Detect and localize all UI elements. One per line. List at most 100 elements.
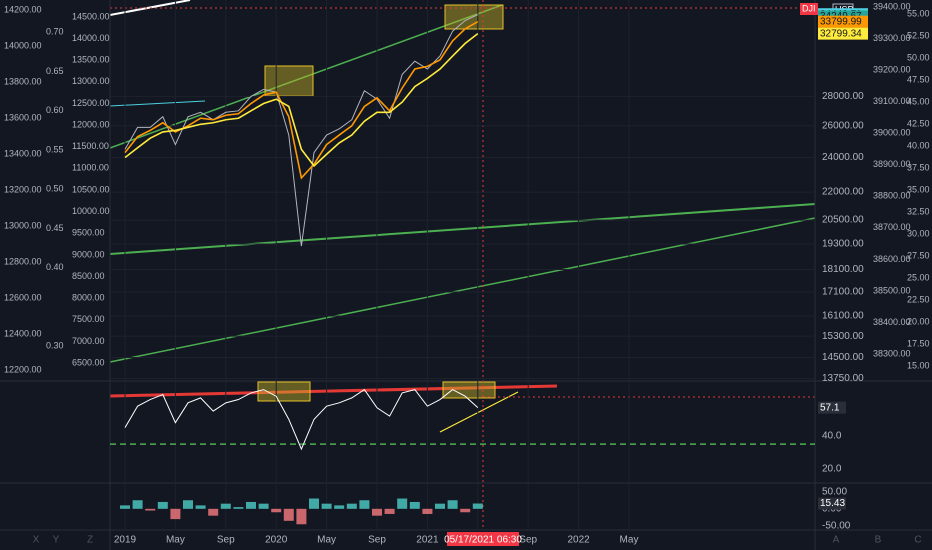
axis-button[interactable]: B (875, 535, 882, 546)
symbol-tag: DJI (802, 3, 816, 13)
bar (220, 503, 231, 509)
x-tick-label: Sep (368, 535, 386, 546)
y-tick-label: 16100.00 (822, 311, 864, 322)
trend-line (109, 384, 558, 398)
side-axis-label: 45.00 (907, 96, 930, 106)
side-axis-label: 39100.00 (873, 96, 911, 106)
x-tick-label: May (620, 535, 639, 546)
side-axis-label: 42.50 (907, 118, 930, 128)
last-value-tag-bg (818, 401, 846, 414)
side-axis-label: 11000.00 (72, 163, 109, 173)
axis-button[interactable]: Y (53, 535, 60, 546)
series-line (124, 14, 479, 247)
price-tag-bg (818, 27, 868, 40)
crosshair-date: 05/17/2021 06:30 (444, 535, 522, 546)
side-axis-label: 13000.00 (72, 76, 110, 86)
x-tick-label: 2019 (114, 535, 137, 546)
side-axis-label: 9000.00 (72, 249, 105, 259)
bar (157, 501, 168, 509)
side-axis-label: 38400.00 (873, 317, 911, 327)
side-axis-label: 12600.00 (4, 292, 42, 302)
x-tick-label: 2022 (567, 535, 590, 546)
x-tick-label: May (317, 535, 336, 546)
side-axis-label: 0.45 (46, 223, 64, 233)
side-axis-label: 38800.00 (873, 191, 911, 201)
axis-button[interactable]: X (33, 535, 40, 546)
axis-button[interactable]: A (833, 535, 840, 546)
bar (384, 508, 395, 514)
side-axis-label: 0.55 (46, 144, 64, 154)
bar (120, 505, 130, 509)
bar (409, 501, 420, 509)
highlight-box (442, 381, 496, 399)
side-axis-label: 14200.00 (4, 4, 42, 14)
annotations (109, 0, 816, 530)
bar (334, 505, 345, 509)
bar (397, 498, 408, 509)
side-axis-label: 32.50 (907, 206, 930, 216)
price-tag: 33799.99 (820, 16, 862, 27)
y-tick-label: 20500.00 (822, 215, 864, 226)
y-tick-label: 20.0 (822, 464, 842, 475)
axis-button[interactable]: C (914, 535, 921, 546)
symbol-bg (800, 3, 818, 15)
axis-button[interactable]: Z (87, 535, 93, 546)
side-axis-label: 40.00 (907, 140, 930, 150)
last-value-tag: 15.43 (820, 498, 845, 509)
side-axis-label: 0.70 (46, 27, 64, 37)
side-axis-label: 13600.00 (4, 112, 42, 122)
y-tick-label: 24000.00 (822, 152, 864, 163)
highlight-box (257, 381, 311, 402)
side-axis-label: 0.30 (46, 341, 64, 351)
bar (233, 507, 244, 509)
y-tick-label: 15300.00 (822, 331, 864, 342)
side-axis-label: 0.50 (46, 184, 64, 194)
side-axis-label: 0.60 (46, 105, 64, 115)
side-axis-label: 7000.00 (72, 336, 105, 346)
bar (145, 508, 156, 511)
side-axis-label: 13200.00 (4, 184, 42, 194)
side-axis-label: 50.00 (907, 52, 930, 62)
x-tick-label: Sep (217, 535, 235, 546)
side-axis-label: 8000.00 (72, 293, 105, 303)
bar (208, 508, 219, 516)
y-tick-label: 17100.00 (822, 287, 864, 298)
bar (296, 508, 307, 525)
trend-line (439, 391, 519, 433)
trend-line (109, 203, 816, 255)
side-axis-label: 12000.00 (72, 119, 110, 129)
bar (359, 500, 370, 509)
side-axis-label: 37.50 (907, 162, 930, 172)
y-tick-label: 22000.00 (822, 187, 864, 198)
bar (258, 503, 269, 509)
bar (183, 500, 193, 509)
side-axis-label: 8500.00 (72, 271, 105, 281)
side-axis-label: 39000.00 (873, 128, 911, 138)
side-axis-label: 30.00 (907, 228, 930, 238)
y-tick-label: 26000.00 (822, 120, 864, 131)
series-line (124, 21, 479, 180)
side-axis-label: 12800.00 (4, 256, 42, 266)
side-axis-label: 14000.00 (4, 40, 42, 50)
side-axis-label: 52.50 (907, 30, 930, 40)
side-axis-label: 10500.00 (72, 184, 110, 194)
series-line (124, 32, 479, 168)
trend-line (109, 217, 816, 363)
y-tick-label: 50.00 (822, 486, 847, 497)
side-axis-label: 39200.00 (873, 64, 911, 74)
side-axis-label: 12500.00 (72, 98, 110, 108)
side-axis-label: 38700.00 (873, 222, 911, 232)
side-axis-label: 38500.00 (873, 285, 911, 295)
side-axis-label: 0.40 (46, 262, 64, 272)
bar (246, 501, 256, 509)
side-axis-label: 14500.00 (72, 11, 110, 21)
side-axis-label: 22.50 (907, 294, 930, 304)
x-tick-label: May (166, 535, 185, 546)
side-axis-label: 10000.00 (72, 206, 110, 216)
y-tick-label: 13750.00 (822, 373, 864, 384)
y-tick-label: 14500.00 (822, 352, 864, 363)
side-axis-label: 13000.00 (4, 220, 42, 230)
side-axis-label: 39300.00 (873, 33, 911, 43)
